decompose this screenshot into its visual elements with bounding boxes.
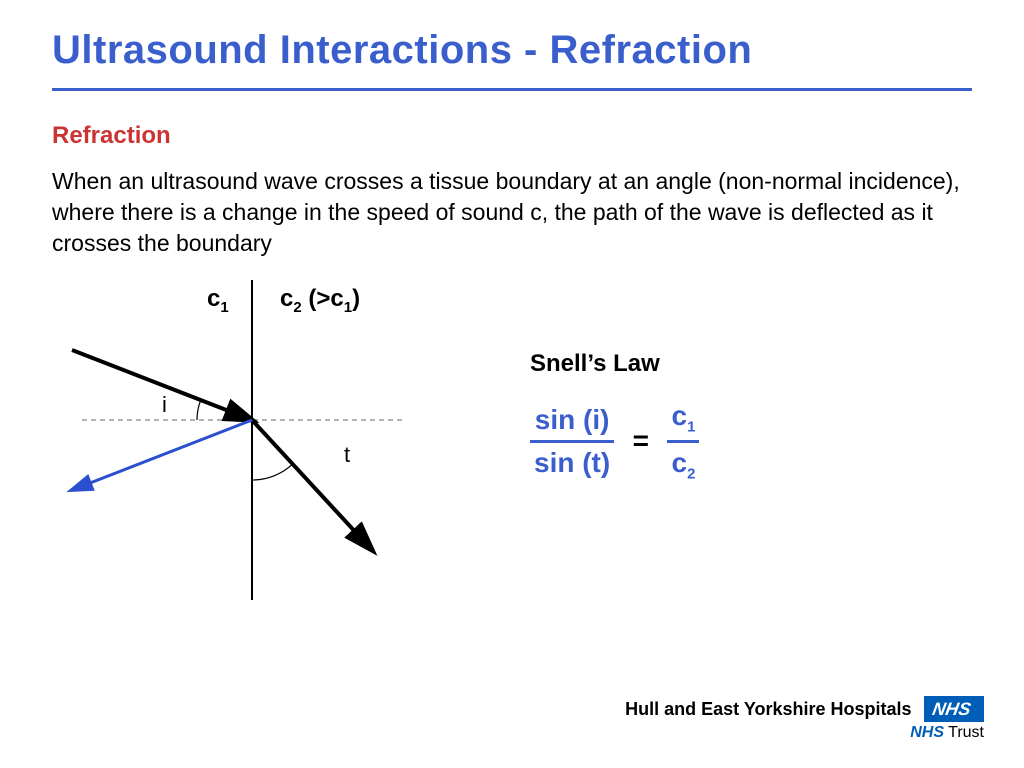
footer-org: Hull and East Yorkshire Hospitals	[625, 699, 911, 720]
subheading: Refraction	[52, 122, 171, 150]
fraction-bar-1	[530, 440, 614, 443]
slide-title: Ultrasound Interactions - Refraction	[52, 28, 752, 73]
numerator-sin-i: sin (i)	[530, 404, 614, 436]
fraction-sin: sin (i) sin (t)	[530, 404, 614, 479]
label-c1: c1	[207, 285, 229, 316]
angle-label-t: t	[344, 442, 350, 468]
title-underline	[52, 88, 972, 91]
numerator-c1: c1	[667, 400, 699, 436]
fraction-bar-2	[667, 440, 699, 443]
body-text: When an ultrasound wave crosses a tissue…	[52, 166, 962, 259]
svg-text:NHS: NHS	[931, 699, 972, 719]
denominator-c2: c2	[667, 447, 699, 483]
equals-sign: =	[619, 425, 663, 457]
denominator-sin-t: sin (t)	[530, 447, 614, 479]
refraction-svg	[52, 270, 472, 630]
refraction-diagram: c1 c2 (>c1) i t	[52, 270, 472, 630]
fraction-c: c1 c2	[667, 400, 699, 482]
footer: Hull and East Yorkshire Hospitals NHS NH…	[625, 696, 984, 742]
label-c2: c2 (>c1)	[280, 285, 360, 316]
footer-trust: NHS Trust	[625, 724, 984, 742]
snells-law-formula: sin (i) sin (t) = c1 c2	[530, 400, 699, 482]
snells-law-title: Snell’s Law	[530, 350, 660, 378]
nhs-logo: NHS	[924, 696, 984, 722]
angle-label-i: i	[162, 392, 167, 418]
